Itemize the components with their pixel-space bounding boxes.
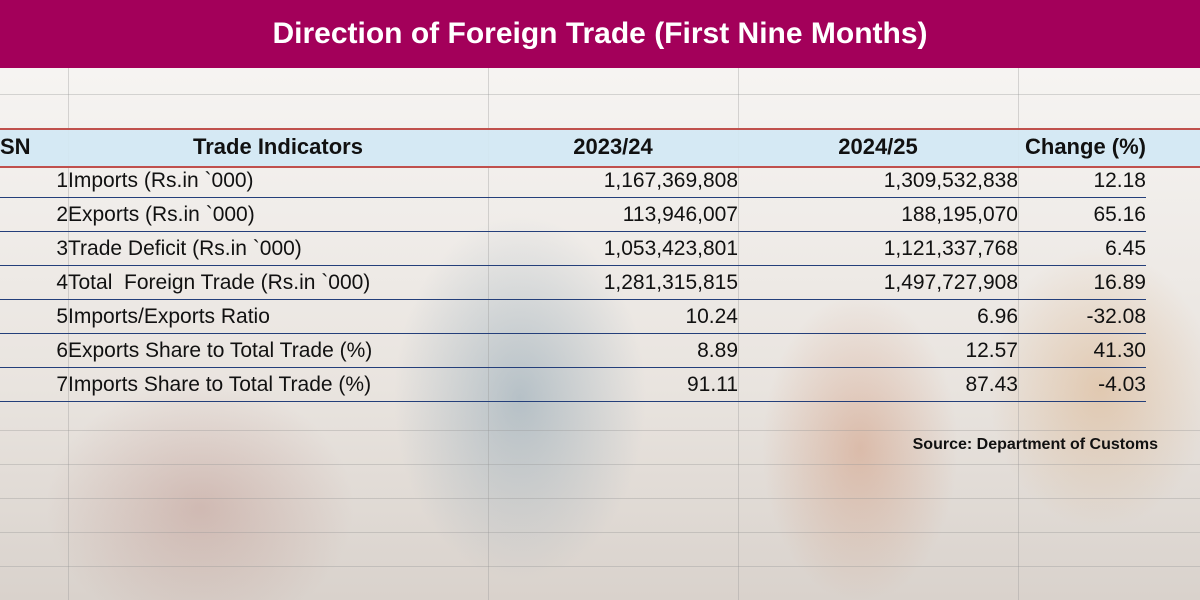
cell-2023-24: 113,946,007 — [488, 197, 738, 232]
cell-change: 16.89 — [1018, 265, 1146, 300]
column-header-indicator: Trade Indicators — [193, 134, 363, 159]
table-row: 6 Exports Share to Total Trade (%) 8.89 … — [0, 333, 1146, 368]
page-title: Direction of Foreign Trade (First Nine M… — [272, 17, 928, 50]
cell-sn: 2 — [0, 197, 68, 232]
cell-2024-25: 6.96 — [738, 299, 1018, 334]
table-row: 5 Imports/Exports Ratio 10.24 6.96 -32.0… — [0, 299, 1146, 334]
cell-2024-25: 12.57 — [738, 333, 1018, 368]
cell-indicator: Imports (Rs.in `000) — [68, 164, 488, 198]
column-header-2024-25: 2024/25 — [838, 134, 918, 159]
cell-change: 6.45 — [1018, 231, 1146, 266]
title-bar: Direction of Foreign Trade (First Nine M… — [0, 0, 1200, 68]
trade-table: SN Trade Indicators 2023/24 2024/25 Chan… — [0, 130, 1146, 402]
cell-change: -4.03 — [1018, 367, 1146, 402]
cell-sn: 1 — [0, 164, 68, 198]
cell-sn: 3 — [0, 231, 68, 266]
cell-sn: 5 — [0, 299, 68, 334]
grid-line — [0, 532, 1200, 533]
cell-2023-24: 1,167,369,808 — [488, 164, 738, 198]
cell-indicator: Imports/Exports Ratio — [68, 299, 488, 334]
table-row: 4 Total Foreign Trade (Rs.in `000) 1,281… — [0, 265, 1146, 300]
grid-line — [0, 464, 1200, 465]
cell-indicator: Exports (Rs.in `000) — [68, 197, 488, 232]
cell-change: -32.08 — [1018, 299, 1146, 334]
cell-indicator: Imports Share to Total Trade (%) — [68, 367, 488, 402]
cell-sn: 7 — [0, 367, 68, 402]
cell-sn: 4 — [0, 265, 68, 300]
table-row: 2 Exports (Rs.in `000) 113,946,007 188,1… — [0, 197, 1146, 232]
cell-2023-24: 1,281,315,815 — [488, 265, 738, 300]
column-header-2023-24: 2023/24 — [573, 134, 653, 159]
table-row: 7 Imports Share to Total Trade (%) 91.11… — [0, 367, 1146, 402]
grid-line — [0, 94, 1200, 95]
table-row: 3 Trade Deficit (Rs.in `000) 1,053,423,8… — [0, 231, 1146, 266]
column-header-change: Change (%) — [1025, 134, 1146, 159]
cell-indicator: Total Foreign Trade (Rs.in `000) — [68, 265, 488, 300]
cell-indicator: Trade Deficit (Rs.in `000) — [68, 231, 488, 266]
cell-indicator: Exports Share to Total Trade (%) — [68, 333, 488, 368]
source-note: Source: Department of Customs — [912, 436, 1158, 453]
table-header-band — [0, 128, 1200, 168]
cell-2023-24: 8.89 — [488, 333, 738, 368]
cell-sn: 6 — [0, 333, 68, 368]
cell-2023-24: 91.11 — [488, 367, 738, 402]
cell-2023-24: 10.24 — [488, 299, 738, 334]
cell-2024-25: 188,195,070 — [738, 197, 1018, 232]
table-row: 1 Imports (Rs.in `000) 1,167,369,808 1,3… — [0, 164, 1146, 198]
grid-line — [0, 430, 1200, 431]
cell-change: 12.18 — [1018, 164, 1146, 198]
cell-2024-25: 1,497,727,908 — [738, 265, 1018, 300]
column-header-sn: SN — [0, 134, 31, 159]
cell-change: 65.16 — [1018, 197, 1146, 232]
table-header-row: SN Trade Indicators 2023/24 2024/25 Chan… — [0, 130, 1146, 164]
grid-line — [0, 498, 1200, 499]
grid-line — [0, 566, 1200, 567]
cell-2024-25: 1,309,532,838 — [738, 164, 1018, 198]
cell-2024-25: 87.43 — [738, 367, 1018, 402]
cell-2024-25: 1,121,337,768 — [738, 231, 1018, 266]
cell-2023-24: 1,053,423,801 — [488, 231, 738, 266]
cell-change: 41.30 — [1018, 333, 1146, 368]
